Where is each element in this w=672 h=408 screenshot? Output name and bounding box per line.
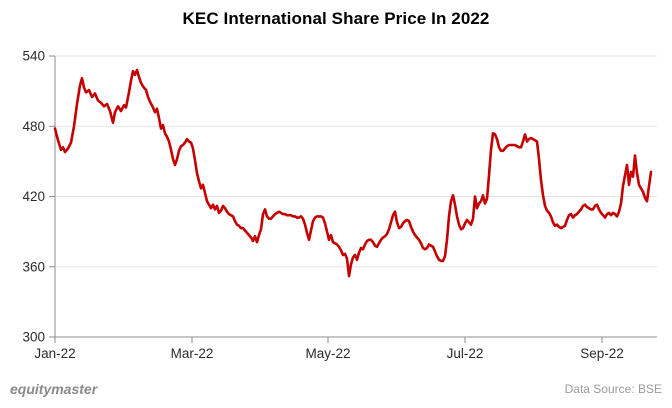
x-tick-label: Mar-22 <box>171 346 214 361</box>
x-tick-label: Sep-22 <box>580 346 624 361</box>
price-line <box>53 68 653 278</box>
y-tick-label: 360 <box>22 259 45 274</box>
equitymaster-logo: equitymaster <box>10 381 98 397</box>
x-tick-label: Jan-22 <box>34 346 75 361</box>
chart-title: KEC International Share Price In 2022 <box>182 9 490 28</box>
y-tick-label: 540 <box>22 49 45 64</box>
y-tick-label: 300 <box>22 330 45 345</box>
x-tick-label: May-22 <box>305 346 350 361</box>
y-tick-label: 480 <box>22 119 45 134</box>
y-tick-label: 420 <box>22 189 45 204</box>
data-source-label: Data Source: BSE <box>564 382 662 396</box>
x-tick-label: Jul-22 <box>447 346 484 361</box>
